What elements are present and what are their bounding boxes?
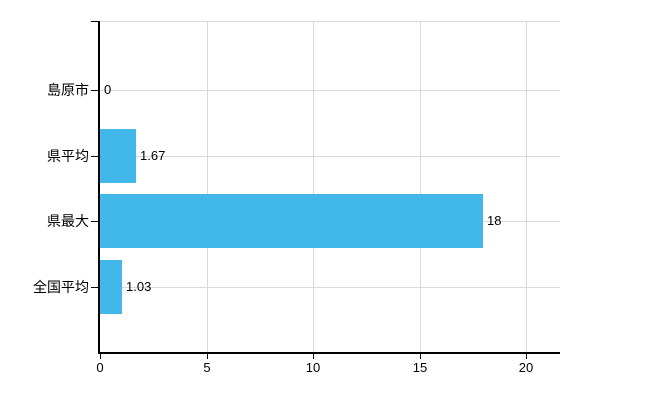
category-label: 県平均 (47, 147, 89, 164)
x-axis-tick (100, 354, 101, 359)
value-label: 1.67 (140, 147, 166, 163)
value-label: 18 (487, 213, 502, 228)
x-gridline (420, 21, 421, 352)
category-label: 全国平均 (33, 278, 89, 295)
x-axis-tick (420, 354, 421, 359)
x-axis-tick (207, 354, 208, 359)
category-label: 島原市 (47, 82, 89, 98)
y-axis-tick (91, 155, 98, 157)
y-gridline (100, 90, 560, 91)
x-tick-label: 0 (96, 360, 104, 375)
x-gridline (526, 21, 527, 352)
x-axis-tick (526, 354, 527, 359)
value-label: 0 (104, 82, 112, 97)
x-tick-label: 15 (412, 360, 428, 375)
category-label: 県最大 (47, 213, 89, 229)
x-axis-tick (313, 354, 314, 359)
x-axis (98, 352, 560, 354)
y-gridline (100, 286, 560, 288)
y-axis-tick (91, 221, 98, 222)
bar (100, 128, 136, 183)
y-axis (98, 21, 100, 352)
x-tick-label: 5 (203, 360, 211, 375)
y-gridline (100, 155, 560, 157)
bar (100, 259, 122, 314)
plot-top-border (100, 21, 560, 22)
value-label: 1.03 (126, 278, 152, 294)
x-tick-label: 20 (518, 360, 534, 375)
y-axis-tick (91, 286, 98, 288)
x-gridline (313, 21, 314, 352)
x-gridline (207, 21, 208, 352)
y-axis-tick (91, 90, 98, 91)
x-tick-label: 10 (305, 360, 321, 375)
y-axis-tick (91, 21, 98, 22)
bar (100, 194, 483, 248)
